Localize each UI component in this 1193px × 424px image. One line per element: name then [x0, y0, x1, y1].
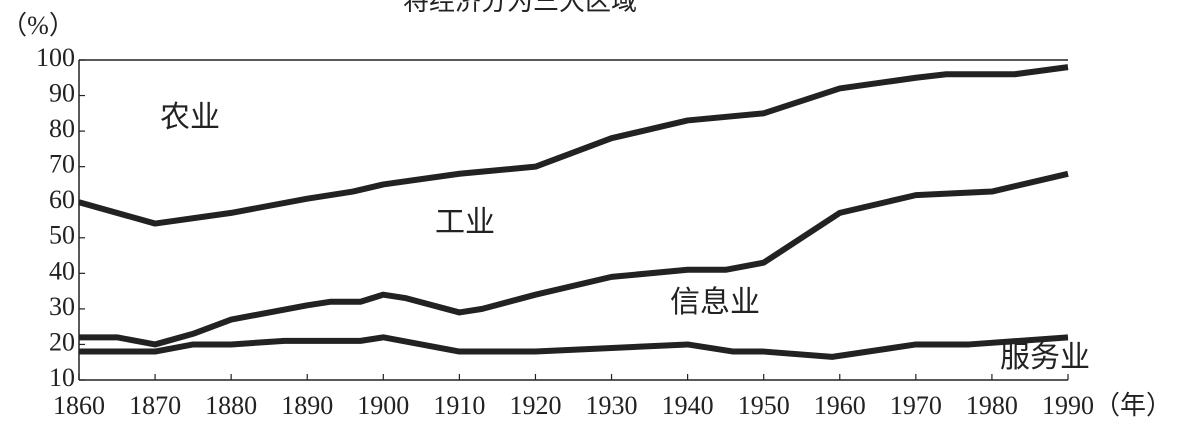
y-tick-label: 80: [49, 114, 75, 143]
y-tick-label: 70: [49, 150, 75, 179]
x-tick-label: 1880: [205, 391, 257, 420]
y-axis-label: （%）: [1, 11, 75, 40]
x-tick-label: 1890: [281, 391, 333, 420]
x-axis-label: （年）: [1094, 391, 1172, 420]
y-tick-label: 10: [49, 363, 75, 392]
x-tick-label: 1990: [1042, 391, 1094, 420]
x-tick-label: 1950: [738, 391, 790, 420]
boundary-line: [79, 170, 1069, 348]
x-tick-label: 1870: [129, 391, 181, 420]
y-tick-label: 90: [49, 79, 75, 108]
chart-title: 将经济分为三大区域: [403, 0, 637, 16]
x-tick-label: 1900: [357, 391, 409, 420]
x-tick-label: 1980: [966, 391, 1018, 420]
region-label: 农业: [160, 101, 220, 134]
region-label: 服务业: [1000, 341, 1090, 374]
x-tick-label: 1860: [53, 391, 105, 420]
y-tick-label: 20: [49, 327, 75, 356]
y-tick-label: 100: [36, 43, 75, 72]
region-label: 工业: [435, 206, 495, 239]
x-tick-label: 1930: [586, 391, 638, 420]
x-tick-label: 1940: [662, 391, 714, 420]
x-tick-label: 1960: [814, 391, 866, 420]
x-tick-label: 1910: [433, 391, 485, 420]
region-label: 信息业: [670, 286, 760, 319]
y-tick-label: 30: [49, 292, 75, 321]
boundary-line: [78, 64, 1069, 227]
y-tick-label: 60: [49, 185, 75, 214]
x-tick-label: 1970: [890, 391, 942, 420]
x-tick-label: 1920: [509, 391, 561, 420]
y-tick-label: 40: [49, 256, 75, 285]
y-tick-label: 50: [49, 221, 75, 250]
boundary-line: [79, 334, 1069, 360]
